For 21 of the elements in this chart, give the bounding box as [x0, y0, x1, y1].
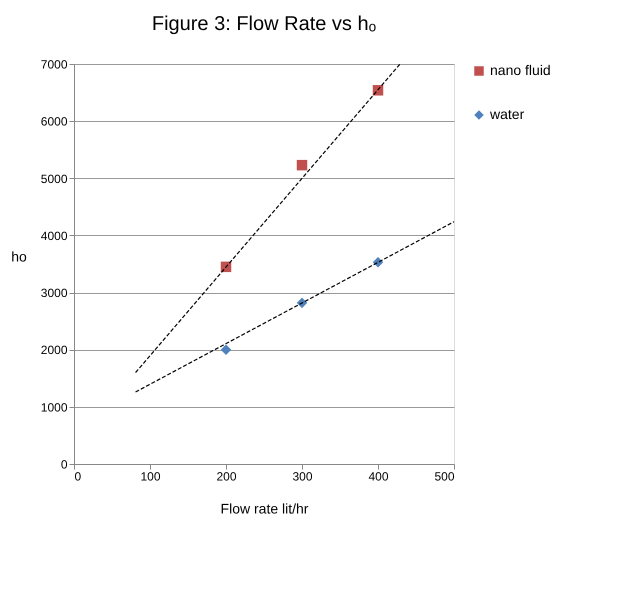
chart-title: Figure 3: Flow Rate vs hₒ	[152, 13, 376, 35]
y-axis-title: ho	[11, 248, 28, 264]
y-tick-label: 4000	[40, 228, 68, 243]
y-tick-label: 2000	[40, 343, 68, 358]
legend-label: nano fluid	[490, 62, 551, 78]
y-tick-label: 1000	[40, 400, 68, 414]
point	[296, 160, 308, 170]
legend-label: water	[489, 106, 525, 122]
y-tick-label: 0	[60, 458, 68, 472]
x-tick-label: 300	[292, 470, 313, 484]
x-tick-label: 0	[74, 470, 82, 484]
x-tick-label: 200	[216, 470, 237, 484]
x-tick-label: 500	[434, 470, 455, 484]
point	[220, 344, 232, 355]
y-tick-label: 5000	[40, 172, 68, 186]
x-tick-label: 100	[140, 470, 161, 484]
y-tick-label: 3000	[40, 286, 68, 300]
y-tick-label: 6000	[40, 114, 68, 129]
y-tick-label: 7000	[40, 58, 68, 72]
x-tick-label: 400	[368, 470, 389, 484]
x-axis-title: Flow rate lit/hr	[220, 500, 309, 516]
